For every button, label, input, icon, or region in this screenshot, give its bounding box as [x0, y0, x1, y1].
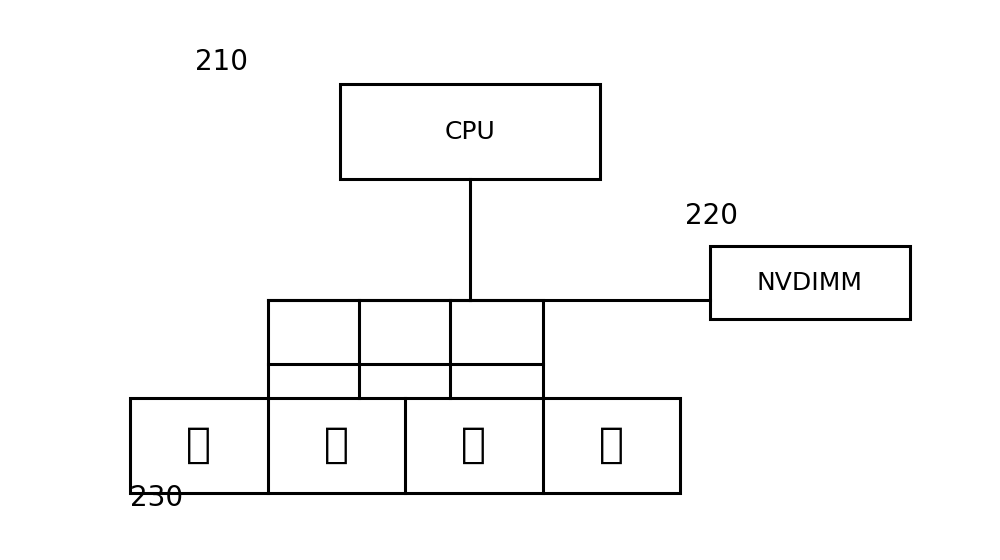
- Bar: [710, 246, 910, 319]
- Text: 盘: 盘: [186, 424, 211, 466]
- Text: 220: 220: [685, 202, 738, 230]
- Text: 盘: 盘: [461, 424, 486, 466]
- Bar: [130, 398, 680, 493]
- Bar: [340, 84, 600, 179]
- Text: 盘: 盘: [324, 424, 349, 466]
- Text: NVDIMM: NVDIMM: [757, 271, 863, 295]
- Text: 210: 210: [195, 48, 248, 76]
- Text: 盘: 盘: [599, 424, 624, 466]
- Text: 230: 230: [130, 484, 183, 512]
- Bar: [268, 300, 542, 364]
- Text: CPU: CPU: [445, 120, 495, 143]
